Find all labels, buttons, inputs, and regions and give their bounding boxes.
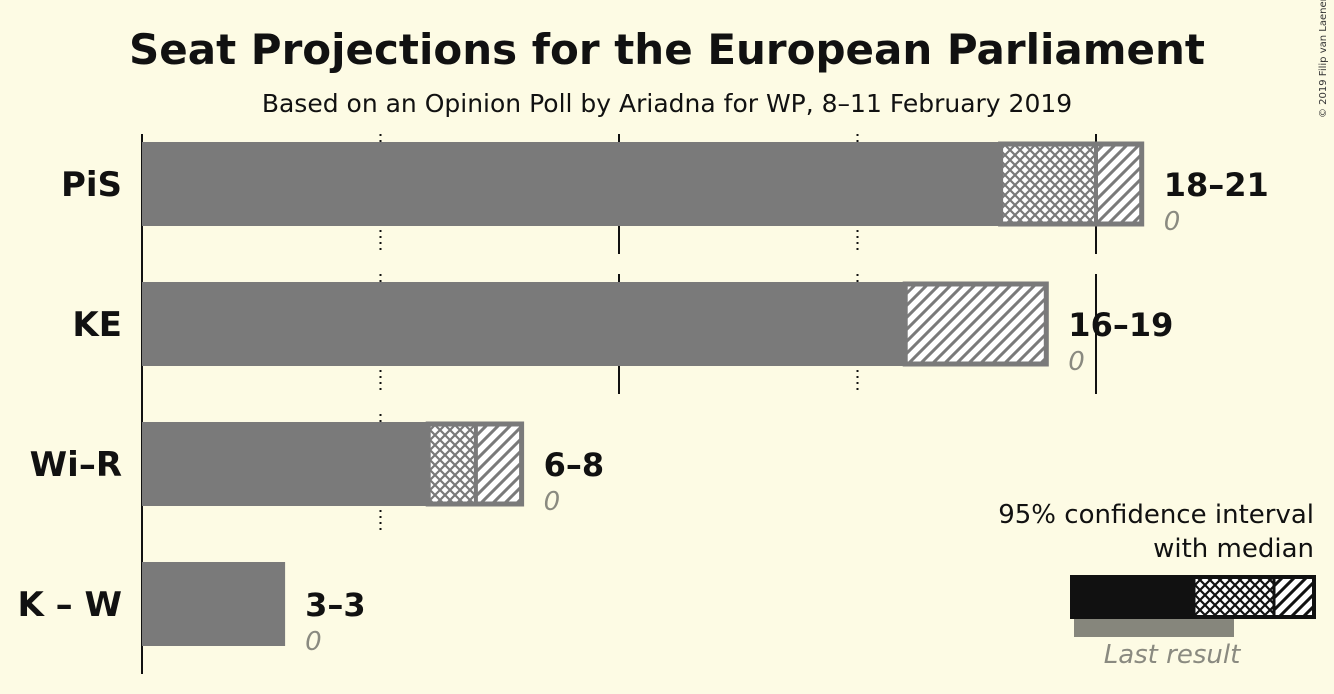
last-result-label: 0 (544, 487, 561, 517)
bar-crosshatch (428, 426, 476, 502)
legend-last-result-label: Last result (1103, 640, 1241, 670)
legend-last-result-bar (1074, 619, 1234, 637)
bar-hatch (905, 286, 1049, 362)
bar-hatch (1096, 146, 1144, 222)
legend-crosshatch-segment (1194, 577, 1274, 617)
last-result-label: 0 (305, 627, 322, 657)
bar-crosshatch (1000, 146, 1096, 222)
legend-median-segment (1072, 577, 1194, 617)
last-result-label: 0 (1164, 207, 1181, 237)
legend-title: 95% confidence interval with median (960, 498, 1314, 566)
bar-group-0: PiS 18–210 (61, 141, 1269, 237)
party-label: PiS (61, 165, 122, 205)
legend-title-line2: with median (1153, 534, 1314, 564)
chart-title: Seat Projections for the European Parlia… (129, 25, 1205, 74)
last-result-label: 0 (1068, 347, 1085, 377)
bar-solid (142, 282, 906, 366)
bar-group-1: KE 16–190 (72, 281, 1173, 377)
bar-solid (142, 562, 286, 646)
party-label: KE (72, 305, 122, 345)
bar-group-3: K – W 3–30 (17, 562, 366, 657)
bar-solid (142, 422, 429, 506)
legend-title-line1: 95% confidence interval (998, 500, 1314, 530)
chart-subtitle: Based on an Opinion Poll by Ariadna for … (261, 89, 1073, 118)
bar-hatch (475, 426, 524, 502)
party-label: K – W (17, 585, 122, 625)
legend-graphic (1070, 575, 1316, 637)
bar-group-2: Wi–R 6–80 (30, 421, 605, 517)
bar-solid (142, 142, 1001, 226)
range-label: 18–21 (1164, 166, 1269, 204)
range-label: 16–19 (1068, 306, 1173, 344)
bar-interval-outline (902, 281, 1049, 367)
party-label: Wi–R (30, 445, 122, 485)
legend-hatch-segment (1274, 577, 1314, 617)
range-label: 6–8 (544, 446, 605, 484)
bar-interval-outline (998, 141, 1145, 227)
range-label: 3–3 (305, 586, 366, 624)
